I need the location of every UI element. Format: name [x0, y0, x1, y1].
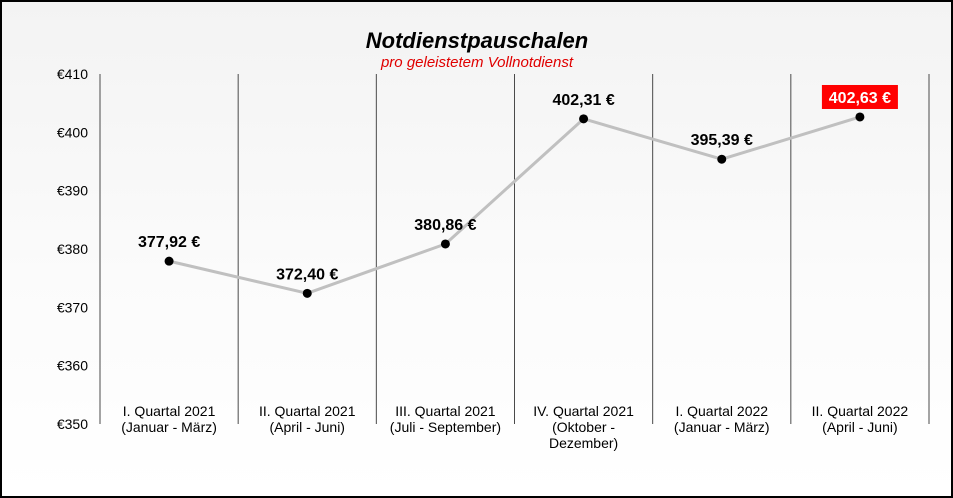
- data-point: [855, 112, 865, 122]
- category-label: IV. Quartal 2021 (Oktober -Dezember): [533, 403, 634, 451]
- data-point: [440, 239, 450, 249]
- data-point: [164, 256, 174, 266]
- data-point: [302, 288, 312, 298]
- y-tick-label: €380: [57, 241, 88, 257]
- data-label: 372,40 €: [276, 266, 338, 283]
- data-label-highlight: 402,63 €: [829, 90, 891, 107]
- category-label: III. Quartal 2021 (Juli - September): [390, 403, 501, 435]
- y-tick-label: €370: [57, 299, 88, 315]
- category-label: II. Quartal 2021 (April - Juni): [259, 403, 356, 435]
- data-label: 380,86 €: [414, 217, 476, 234]
- data-label: 395,39 €: [691, 132, 753, 149]
- y-tick-label: €410: [57, 66, 88, 82]
- x-axis: I. Quartal 2021 (Januar - März) II. Quarta…: [121, 403, 908, 451]
- chart-title: Notdienstpauschalen: [366, 28, 588, 53]
- data-label: 402,31 €: [552, 92, 614, 109]
- data-labels: 377,92 € 372,40 € 380,86 € 402,31 € 395,39 €…: [138, 84, 898, 283]
- series-line: [164, 112, 865, 298]
- series-polyline: [168, 115, 861, 295]
- y-tick-label: €400: [57, 124, 88, 140]
- y-tick-label: €360: [57, 358, 88, 374]
- category-separators: [99, 74, 930, 424]
- data-point: [579, 114, 589, 124]
- category-label: II. Quartal 2022 (April - Juni): [812, 403, 909, 435]
- category-label: I. Quartal 2021 (Januar - März): [121, 403, 217, 435]
- chart-subtitle: pro geleistetem Vollnotdienst: [380, 54, 574, 71]
- category-label: I. Quartal 2022 (Januar - März): [674, 403, 770, 435]
- y-tick-label: €390: [57, 183, 88, 199]
- y-axis: €350 €360 €370 €380 €390 €400 €410: [57, 66, 88, 432]
- y-tick-label: €350: [57, 416, 88, 432]
- data-label: 377,92 €: [138, 234, 200, 251]
- data-point: [717, 154, 727, 164]
- highlight-label-bg: [821, 84, 898, 109]
